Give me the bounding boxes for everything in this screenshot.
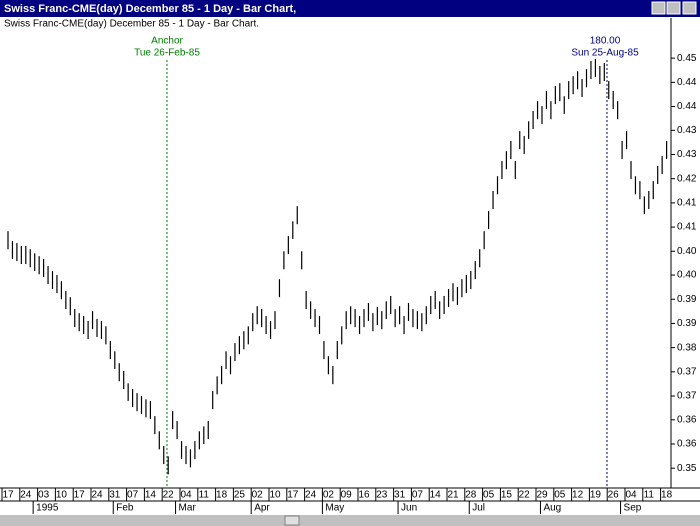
y-tick-label: 0.45 — [677, 53, 697, 64]
y-tick-label: 0.44 — [677, 77, 697, 88]
x-tick-label: 11 — [199, 490, 210, 501]
month-label: 1995 — [36, 503, 59, 514]
x-tick-label: 22 — [519, 490, 531, 501]
x-tick-label: 19 — [590, 490, 602, 501]
month-label: Mar — [179, 503, 197, 514]
x-tick-label: 17 — [2, 490, 14, 501]
y-tick-label: 0.40 — [677, 246, 697, 257]
x-tick-label: 24 — [91, 490, 103, 501]
x-tick-label: 12 — [572, 490, 584, 501]
x-tick-label: 26 — [608, 490, 620, 501]
maximize-button[interactable] — [666, 1, 681, 15]
month-label: Feb — [116, 503, 134, 514]
x-tick-label: 09 — [341, 490, 353, 501]
minimize-button[interactable] — [651, 1, 666, 15]
x-tick-label: 24 — [305, 490, 317, 501]
x-tick-label: 02 — [252, 490, 264, 501]
x-tick-label: 29 — [536, 490, 548, 501]
x-tick-label: 16 — [358, 490, 370, 501]
y-tick-label: 0.35 — [677, 463, 697, 474]
x-tick-label: 23 — [376, 490, 388, 501]
cursor-date: Sun 25-Aug-85 — [571, 48, 639, 59]
month-label: Jul — [472, 503, 485, 514]
title-bar — [0, 0, 700, 17]
x-tick-label: 05 — [554, 490, 566, 501]
y-tick-label: 0.37 — [677, 366, 697, 377]
chart-title: Swiss Franc-CME(day) December 85 - 1 Day… — [4, 19, 259, 30]
y-tick-label: 0.41 — [677, 222, 697, 233]
x-tick-label: 10 — [269, 490, 281, 501]
month-label: Apr — [254, 503, 270, 514]
x-tick-label: 24 — [20, 490, 32, 501]
cursor-label: 180.00 — [590, 36, 621, 47]
x-tick-label: 14 — [145, 490, 157, 501]
x-tick-label: 02 — [323, 490, 335, 501]
x-tick-label: 17 — [74, 490, 86, 501]
x-tick-label: 07 — [412, 490, 424, 501]
x-tick-label: 10 — [56, 490, 68, 501]
window-title: Swiss Franc-CME(day) December 85 - 1 Day… — [4, 3, 296, 15]
x-tick-label: 18 — [216, 490, 228, 501]
y-tick-label: 0.38 — [677, 342, 697, 353]
x-tick-label: 05 — [483, 490, 495, 501]
y-tick-label: 0.43 — [677, 149, 697, 160]
month-label: May — [325, 503, 344, 514]
y-tick-label: 0.36 — [677, 439, 697, 450]
y-tick-label: 0.42 — [677, 173, 697, 184]
x-tick-label: 11 — [644, 490, 655, 501]
x-tick-label: 31 — [394, 490, 406, 501]
y-tick-label: 0.39 — [677, 318, 697, 329]
scrollbar[interactable] — [0, 515, 700, 526]
x-tick-label: 31 — [109, 490, 121, 501]
y-tick-label: 0.37 — [677, 391, 697, 402]
x-tick-label: 07 — [127, 490, 139, 501]
x-tick-label: 25 — [234, 490, 246, 501]
month-label: Sep — [624, 503, 642, 514]
y-tick-label: 0.39 — [677, 294, 697, 305]
x-tick-label: 18 — [661, 490, 673, 501]
close-button[interactable] — [682, 1, 697, 15]
y-tick-label: 0.36 — [677, 414, 697, 425]
x-tick-label: 21 — [447, 490, 459, 501]
anchor-label: Anchor — [151, 36, 183, 47]
month-label: Jun — [401, 503, 417, 514]
anchor-date: Tue 26-Feb-85 — [134, 48, 200, 59]
x-tick-label: 04 — [625, 490, 637, 501]
x-tick-label: 28 — [465, 490, 477, 501]
x-tick-label: 04 — [180, 490, 192, 501]
x-tick-label: 14 — [430, 490, 442, 501]
month-label: Aug — [543, 503, 561, 514]
y-tick-label: 0.44 — [677, 101, 697, 112]
y-tick-label: 0.40 — [677, 270, 697, 281]
y-tick-label: 0.41 — [677, 198, 697, 209]
x-tick-label: 15 — [501, 490, 513, 501]
scroll-thumb[interactable] — [284, 515, 300, 526]
x-tick-label: 03 — [38, 490, 50, 501]
y-tick-label: 0.43 — [677, 125, 697, 136]
x-tick-label: 22 — [163, 490, 175, 501]
x-tick-label: 17 — [287, 490, 299, 501]
